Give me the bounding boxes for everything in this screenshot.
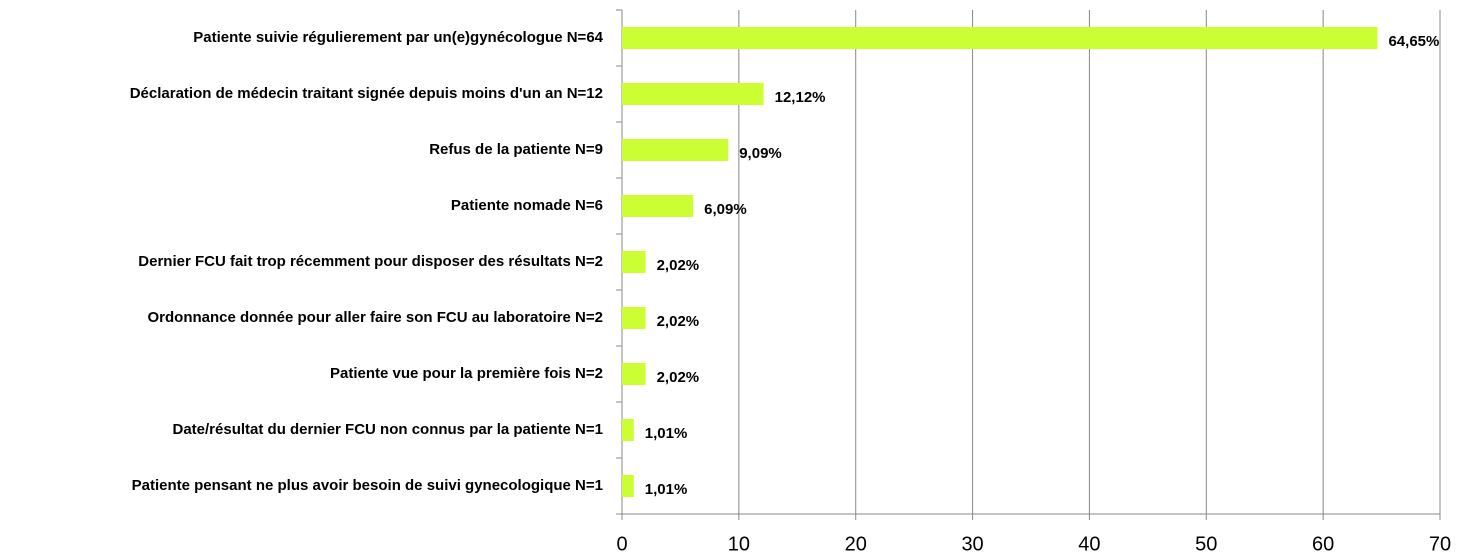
bar [622, 419, 634, 441]
bar [622, 363, 646, 385]
value-label: 2,02% [657, 257, 700, 274]
bar [622, 27, 1378, 49]
value-label: 12,12% [775, 89, 826, 106]
value-label: 1,01% [645, 425, 688, 442]
bar [622, 475, 634, 497]
x-tick-label: 70 [1429, 533, 1451, 555]
x-tick-label: 10 [728, 533, 750, 555]
value-label: 2,02% [657, 369, 700, 386]
category-label: Patiente pensant ne plus avoir besoin de… [132, 477, 603, 494]
bar [622, 139, 729, 161]
category-label: Refus de la patiente N=9 [429, 141, 603, 158]
bar [622, 195, 694, 217]
category-label: Patiente nomade N=6 [451, 197, 603, 214]
value-label: 9,09% [739, 145, 782, 162]
x-tick-label: 50 [1195, 533, 1217, 555]
x-tick-label: 20 [845, 533, 867, 555]
x-tick-label: 30 [961, 533, 983, 555]
category-label: Dernier FCU fait trop récemment pour dis… [138, 253, 603, 270]
x-tick-label: 60 [1312, 533, 1334, 555]
x-tick-label: 40 [1078, 533, 1100, 555]
value-label: 2,02% [657, 313, 700, 330]
category-label: Ordonnance donnée pour aller faire son F… [147, 309, 603, 326]
category-label: Patiente suivie régulierement par un(e)g… [193, 29, 603, 46]
x-tick-label: 0 [616, 533, 627, 555]
value-label: 1,01% [645, 481, 688, 498]
category-label: Patiente vue pour la première fois N=2 [330, 365, 603, 382]
bar [622, 251, 646, 273]
value-label: 6,09% [704, 201, 747, 218]
value-label: 64,65% [1388, 33, 1439, 50]
category-label: Date/résultat du dernier FCU non connus … [173, 421, 604, 438]
bar [622, 307, 646, 329]
category-label: Déclaration de médecin traitant signée d… [130, 85, 603, 102]
bar [622, 83, 764, 105]
